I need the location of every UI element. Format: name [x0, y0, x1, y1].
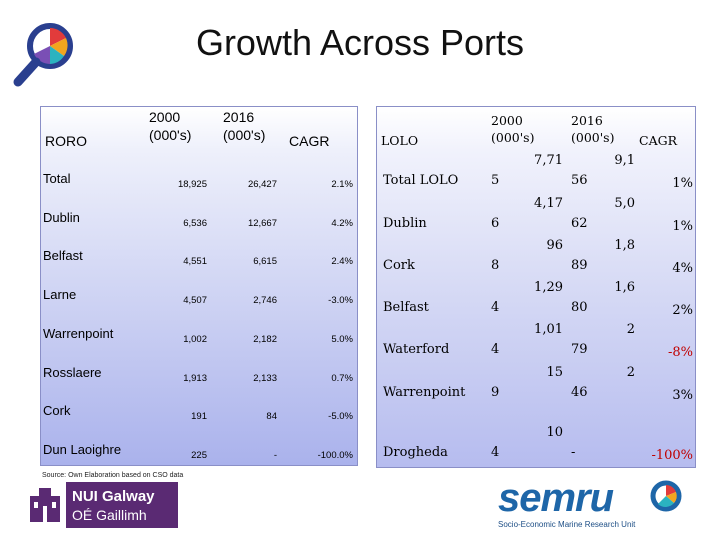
- lolo-port-label: Waterford: [383, 342, 450, 357]
- lolo-value-2000-part2: 9: [491, 385, 500, 400]
- roro-header-label: RORO: [45, 133, 87, 149]
- roro-value-2016: 2,182: [253, 333, 277, 345]
- lolo-value-2016-part2: -: [571, 445, 576, 460]
- roro-cagr: 0.7%: [331, 372, 353, 384]
- lolo-value-2016-part1: 1,6: [614, 280, 635, 295]
- roro-value-2016: 84: [266, 411, 277, 423]
- roro-value-2016: 2,746: [253, 295, 277, 307]
- magnifier-logo-icon: [13, 23, 73, 87]
- roro-table: RORO 2000 (000's) 2016 (000's) CAGR Tota…: [40, 106, 358, 466]
- roro-value-2016: 12,667: [247, 217, 277, 229]
- lolo-cagr: 3%: [672, 388, 693, 403]
- lolo-value-2000-part2: 6: [491, 216, 500, 231]
- lolo-cagr: 2%: [672, 303, 693, 318]
- lolo-value-2000-part1: 15: [546, 365, 563, 380]
- roro-value-2000: 1,002: [183, 333, 207, 345]
- roro-cagr: 2.1%: [331, 179, 353, 190]
- roro-port-label: Rosslaere: [43, 364, 102, 380]
- roro-value-2000: 191: [191, 411, 207, 423]
- roro-port-label: Warrenpoint: [43, 325, 114, 341]
- roro-value-2016: 26,427: [247, 179, 277, 190]
- university-crest-icon: [24, 482, 66, 528]
- lolo-table: LOLO 2000 (000's) 2016 (000's) CAGR Tota…: [376, 106, 696, 468]
- lolo-value-2016-part1: 1,8: [614, 238, 635, 253]
- lolo-cagr: 4%: [672, 261, 693, 276]
- lolo-value-2000-part1: 7,71: [534, 153, 563, 168]
- roro-port-label: Belfast: [43, 248, 83, 264]
- lolo-value-2000-part2: 5: [491, 173, 500, 188]
- nui-irish-name: OÉ Gaillimh: [72, 507, 147, 523]
- roro-cagr: 2.4%: [331, 256, 353, 268]
- lolo-value-2016-part1: 2: [626, 322, 635, 337]
- lolo-header-2016: 2016 (000's): [571, 113, 615, 145]
- lolo-header-cagr: CAGR: [639, 133, 677, 148]
- lolo-port-label: Belfast: [383, 300, 429, 315]
- lolo-value-2000-part1: 10: [546, 425, 563, 440]
- lolo-value-2016-part2: 80: [571, 300, 588, 315]
- roro-value-2016: 6,615: [253, 256, 277, 268]
- roro-value-2000: 6,536: [183, 217, 207, 229]
- roro-header-2000: 2000 (000's): [149, 109, 192, 143]
- lolo-cagr: 1%: [672, 219, 693, 234]
- roro-port-label: Dun Laoighre: [43, 441, 122, 457]
- lolo-value-2016-part2: 89: [571, 258, 588, 273]
- roro-header-cagr: CAGR: [289, 133, 330, 149]
- lolo-value-2000-part1: 96: [546, 238, 563, 253]
- lolo-header-label: LOLO: [381, 133, 419, 148]
- roro-value-2000: 225: [191, 449, 207, 461]
- semru-subtitle: Socio-Economic Marine Research Unit: [498, 520, 636, 529]
- roro-value-2000: 4,507: [183, 295, 207, 307]
- lolo-cagr: -100%: [651, 448, 693, 463]
- lolo-value-2016-part2: 62: [571, 216, 588, 231]
- roro-value-2016: -: [273, 449, 277, 461]
- lolo-value-2016-part2: 56: [571, 173, 588, 188]
- roro-value-2016: 2,133: [253, 372, 277, 384]
- magnifier-icon: [650, 480, 682, 512]
- roro-port-label: Total: [43, 171, 71, 186]
- lolo-header-2000: 2000 (000's): [491, 113, 535, 145]
- roro-value-2000: 4,551: [183, 256, 207, 268]
- lolo-value-2016-part1: 2: [626, 365, 635, 380]
- lolo-port-label: Dublin: [383, 216, 427, 231]
- lolo-value-2000-part1: 1,01: [534, 322, 563, 337]
- source-note: Source: Own Elaboration based on CSO dat…: [42, 472, 184, 479]
- lolo-cagr: 1%: [672, 176, 693, 191]
- lolo-value-2000-part2: 4: [491, 342, 500, 357]
- lolo-port-label: Drogheda: [383, 445, 448, 460]
- lolo-value-2000-part1: 4,17: [534, 196, 563, 211]
- lolo-port-label: Total LOLO: [383, 173, 459, 188]
- roro-value-2000: 18,925: [177, 179, 207, 190]
- roro-cagr: -5.0%: [328, 411, 353, 423]
- lolo-value-2016-part2: 46: [571, 385, 588, 400]
- semru-logo: semru Socio-Economic Marine Research Uni…: [494, 476, 704, 532]
- lolo-value-2000-part2: 4: [491, 445, 500, 460]
- lolo-value-2016-part1: 9,1: [614, 153, 635, 168]
- roro-header-2016: 2016 (000's): [223, 109, 266, 143]
- roro-port-label: Cork: [43, 403, 71, 419]
- roro-cagr: -3.0%: [328, 295, 353, 307]
- lolo-port-label: Warrenpoint: [383, 385, 466, 400]
- lolo-value-2016-part1: 5,0: [614, 196, 635, 211]
- nui-name: NUI Galway: [72, 488, 155, 505]
- roro-cagr: -100.0%: [317, 449, 353, 461]
- roro-value-2000: 1,913: [183, 372, 207, 384]
- lolo-value-2000-part2: 4: [491, 300, 500, 315]
- page-title: Growth Across Ports: [195, 22, 525, 63]
- roro-port-label: Dublin: [43, 209, 80, 225]
- lolo-port-label: Cork: [383, 258, 415, 273]
- lolo-cagr: -8%: [667, 345, 693, 360]
- lolo-value-2000-part1: 1,29: [534, 280, 563, 295]
- roro-cagr: 5.0%: [331, 333, 353, 345]
- roro-cagr: 4.2%: [331, 217, 353, 229]
- semru-wordmark: semru: [498, 476, 614, 520]
- nui-galway-logo: NUI Galway OÉ Gaillimh: [24, 482, 178, 528]
- roro-port-label: Larne: [43, 287, 77, 303]
- lolo-value-2000-part2: 8: [491, 258, 500, 273]
- lolo-value-2016-part2: 79: [571, 342, 588, 357]
